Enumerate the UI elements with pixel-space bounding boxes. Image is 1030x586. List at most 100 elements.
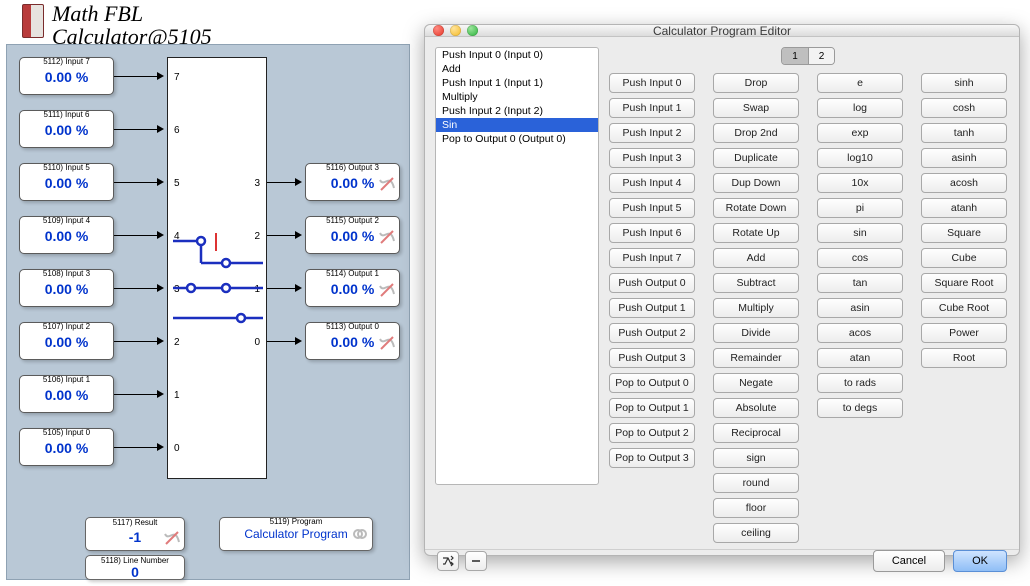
- op-cosh[interactable]: cosh: [921, 98, 1007, 118]
- op-asinh[interactable]: asinh: [921, 148, 1007, 168]
- program-list-item[interactable]: Add: [436, 62, 598, 76]
- op-cos[interactable]: cos: [817, 248, 903, 268]
- output-label: 5114) Output 1: [306, 269, 399, 278]
- tab-2[interactable]: 2: [808, 48, 834, 64]
- op-duplicate[interactable]: Duplicate: [713, 148, 799, 168]
- operation-grid: Push Input 0 Push Input 1 Push Input 2 Push…: [609, 73, 1007, 543]
- input-value: 0.00 %: [20, 69, 113, 85]
- op-swap[interactable]: Swap: [713, 98, 799, 118]
- op-push-input-6[interactable]: Push Input 6: [609, 223, 695, 243]
- op-drop-2nd[interactable]: Drop 2nd: [713, 123, 799, 143]
- pin-label: 5: [174, 178, 180, 189]
- tab-1[interactable]: 1: [782, 48, 808, 64]
- pin-label: 7: [174, 72, 180, 83]
- input-value: 0.00 %: [20, 175, 113, 191]
- program-list-item[interactable]: Push Input 2 (Input 2): [436, 104, 598, 118]
- op-pi[interactable]: pi: [817, 198, 903, 218]
- op-add[interactable]: Add: [713, 248, 799, 268]
- op-push-input-2[interactable]: Push Input 2: [609, 123, 695, 143]
- program-list-item[interactable]: Multiply: [436, 90, 598, 104]
- op-rotate-up[interactable]: Rotate Up: [713, 223, 799, 243]
- input-label: 5106) Input 1: [20, 375, 113, 384]
- crossout-icon: [379, 335, 395, 351]
- op-dup-down[interactable]: Dup Down: [713, 173, 799, 193]
- pin-label: 1: [174, 390, 180, 401]
- input-value: 0.00 %: [20, 334, 113, 350]
- input-box: 5111) Input 6 0.00 %: [19, 110, 114, 148]
- op-multiply[interactable]: Multiply: [713, 298, 799, 318]
- op-acosh[interactable]: acosh: [921, 173, 1007, 193]
- op-divide[interactable]: Divide: [713, 323, 799, 343]
- op-power[interactable]: Power: [921, 323, 1007, 343]
- op-push-input-3[interactable]: Push Input 3: [609, 148, 695, 168]
- op-square[interactable]: Square: [921, 223, 1007, 243]
- input-value: 0.00 %: [20, 281, 113, 297]
- op-push-input-7[interactable]: Push Input 7: [609, 248, 695, 268]
- input-value: 0.00 %: [20, 122, 113, 138]
- op-negate[interactable]: Negate: [713, 373, 799, 393]
- op-ceiling[interactable]: ceiling: [713, 523, 799, 543]
- ok-button[interactable]: OK: [953, 550, 1007, 572]
- op-log10[interactable]: log10: [817, 148, 903, 168]
- op-to-rads[interactable]: to rads: [817, 373, 903, 393]
- op-square-root[interactable]: Square Root: [921, 273, 1007, 293]
- op-rotate-down[interactable]: Rotate Down: [713, 198, 799, 218]
- op-push-output-1[interactable]: Push Output 1: [609, 298, 695, 318]
- op-push-output-0[interactable]: Push Output 0: [609, 273, 695, 293]
- op-pop-to-output-0[interactable]: Pop to Output 0: [609, 373, 695, 393]
- program-list-item[interactable]: Push Input 1 (Input 1): [436, 76, 598, 90]
- op-cube[interactable]: Cube: [921, 248, 1007, 268]
- op-subtract[interactable]: Subtract: [713, 273, 799, 293]
- cancel-button[interactable]: Cancel: [873, 550, 945, 572]
- remove-icon[interactable]: [465, 551, 487, 571]
- titlebar[interactable]: Calculator Program Editor: [425, 25, 1019, 37]
- program-list-item[interactable]: Sin: [436, 118, 598, 132]
- op-push-input-0[interactable]: Push Input 0: [609, 73, 695, 93]
- op-atanh[interactable]: atanh: [921, 198, 1007, 218]
- op-root[interactable]: Root: [921, 348, 1007, 368]
- segmented-control[interactable]: 12: [781, 47, 835, 65]
- shuffle-icon[interactable]: [437, 551, 459, 571]
- op-10x[interactable]: 10x: [817, 173, 903, 193]
- line-number-value: 0: [86, 564, 184, 580]
- op-to-degs[interactable]: to degs: [817, 398, 903, 418]
- program-list-item[interactable]: Push Input 0 (Input 0): [436, 48, 598, 62]
- op-sinh[interactable]: sinh: [921, 73, 1007, 93]
- op-remainder[interactable]: Remainder: [713, 348, 799, 368]
- program-list[interactable]: Push Input 0 (Input 0)AddPush Input 1 (I…: [435, 47, 599, 485]
- op-push-input-1[interactable]: Push Input 1: [609, 98, 695, 118]
- dialog-bottom-bar: Cancel OK: [425, 549, 1019, 572]
- op-round[interactable]: round: [713, 473, 799, 493]
- op-push-input-4[interactable]: Push Input 4: [609, 173, 695, 193]
- op-pop-to-output-1[interactable]: Pop to Output 1: [609, 398, 695, 418]
- op-acos[interactable]: acos: [817, 323, 903, 343]
- program-link[interactable]: Calculator Program: [244, 527, 347, 541]
- op-e[interactable]: e: [817, 73, 903, 93]
- op-floor[interactable]: floor: [713, 498, 799, 518]
- line-number-box: 5118) Line Number 0: [85, 555, 185, 580]
- input-label: 5107) Input 2: [20, 322, 113, 331]
- program-list-item[interactable]: Pop to Output 0 (Output 0): [436, 132, 598, 146]
- op-drop[interactable]: Drop: [713, 73, 799, 93]
- op-tan[interactable]: tan: [817, 273, 903, 293]
- output-label: 5113) Output 0: [306, 322, 399, 331]
- op-tanh[interactable]: tanh: [921, 123, 1007, 143]
- op-pop-to-output-2[interactable]: Pop to Output 2: [609, 423, 695, 443]
- op-log[interactable]: log: [817, 98, 903, 118]
- op-atan[interactable]: atan: [817, 348, 903, 368]
- program-label: 5119) Program: [220, 517, 372, 526]
- op-push-input-5[interactable]: Push Input 5: [609, 198, 695, 218]
- op-sin[interactable]: sin: [817, 223, 903, 243]
- op-push-output-2[interactable]: Push Output 2: [609, 323, 695, 343]
- op-pop-to-output-3[interactable]: Pop to Output 3: [609, 448, 695, 468]
- op-absolute[interactable]: Absolute: [713, 398, 799, 418]
- op-sign[interactable]: sign: [713, 448, 799, 468]
- pin-label: 0: [174, 443, 180, 454]
- op-push-output-3[interactable]: Push Output 3: [609, 348, 695, 368]
- op-cube-root[interactable]: Cube Root: [921, 298, 1007, 318]
- program-box[interactable]: 5119) Program Calculator Program: [219, 517, 373, 551]
- op-exp[interactable]: exp: [817, 123, 903, 143]
- fbl-diagram: Math FBL Calculator@5105 7 6 5 4 3 2 1 0…: [0, 0, 416, 586]
- op-asin[interactable]: asin: [817, 298, 903, 318]
- op-reciprocal[interactable]: Reciprocal: [713, 423, 799, 443]
